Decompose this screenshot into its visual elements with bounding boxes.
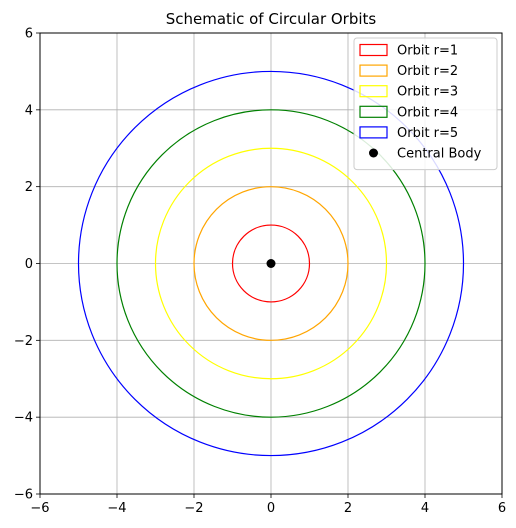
- y-tick-label: −4: [14, 411, 33, 426]
- x-tick-label: −6: [30, 501, 49, 516]
- y-tick-label: −6: [14, 488, 33, 503]
- x-tick-label: −4: [107, 501, 126, 516]
- y-tick-label: 0: [25, 257, 33, 272]
- y-tick-label: 4: [25, 103, 33, 118]
- orbit-r4: [116, 109, 426, 418]
- orbit-r3: [154, 147, 388, 380]
- axis-ticks: −6 −4 −2 0 2 4 6 −6 −4 −2 0 2 4 6: [14, 27, 506, 517]
- orbit-r2: [193, 186, 349, 341]
- legend-swatch: [359, 126, 388, 139]
- series-layer: [77, 70, 465, 457]
- orbit-r1: [231, 224, 311, 303]
- legend-label: Orbit r=1: [397, 44, 458, 59]
- x-tick-label: −2: [184, 501, 203, 516]
- legend-swatch: [359, 64, 388, 77]
- x-tick-label: 4: [421, 501, 429, 516]
- y-tick-label: 2: [25, 180, 33, 195]
- legend-label: Orbit r=2: [397, 64, 458, 79]
- x-tick-label: 2: [344, 501, 352, 516]
- y-tick-label: −2: [14, 334, 33, 349]
- orbit-r5: [77, 70, 465, 457]
- x-tick-label: 0: [267, 501, 275, 516]
- legend-label: Orbit r=4: [397, 105, 458, 120]
- legend-label: Central Body: [397, 147, 482, 162]
- legend-swatch: [359, 43, 388, 57]
- legend-label: Orbit r=5: [397, 126, 458, 141]
- central-body-point: [266, 259, 276, 268]
- legend-marker: [369, 148, 378, 158]
- y-tick-label: 6: [25, 27, 33, 42]
- legend-swatch: [359, 85, 388, 98]
- legend-swatch: [359, 105, 388, 118]
- chart-title: Schematic of Circular Orbits: [166, 10, 377, 28]
- legend-label: Orbit r=3: [397, 85, 458, 100]
- legend: Orbit r=1 Orbit r=2 Orbit r=3 Orbit r=4 Orbi…: [353, 37, 498, 171]
- legend-box: [353, 37, 498, 171]
- x-tick-label: 6: [498, 501, 506, 516]
